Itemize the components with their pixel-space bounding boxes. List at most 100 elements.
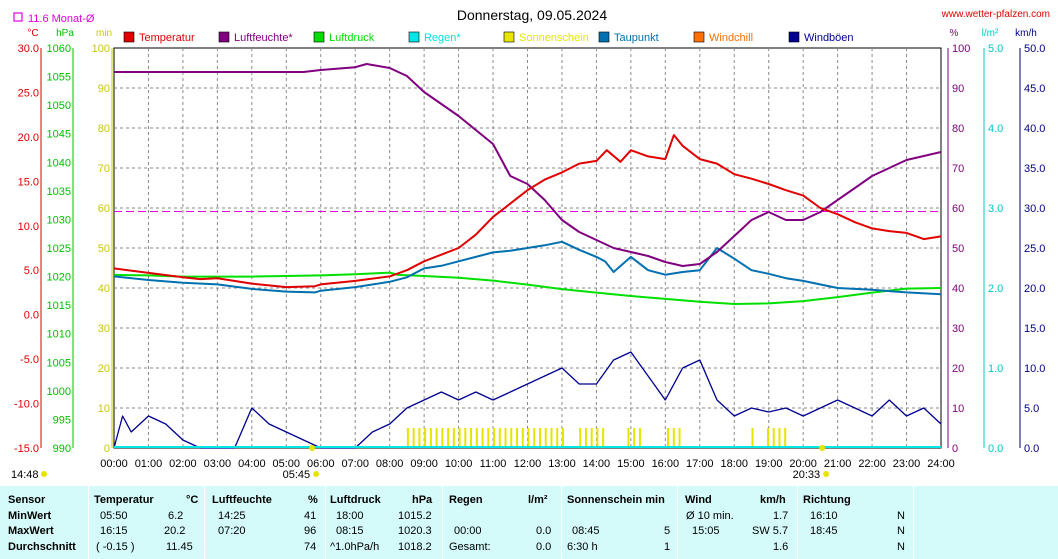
sunshine-bar [590,428,593,448]
sunshine-bar [481,428,484,448]
humidity-axis-tick-label: 20 [952,363,964,375]
sunshine-bar [584,428,587,448]
sunshine-bar [412,428,415,448]
x-tick-label: 23:00 [893,458,921,470]
sunshine-total: 6:30 h [567,541,598,553]
x-tick-label: 21:00 [824,458,852,470]
series-line-pressure [113,271,942,305]
min-wind-value: 1.7 [773,510,789,522]
humidity-axis-tick-label: 50 [952,243,964,255]
sunshine-bar [429,428,432,448]
x-tick-label: 01:00 [135,458,163,470]
sunshine-bar [772,428,775,448]
sunrise-marker [309,445,316,451]
x-tick-label: 17:00 [686,458,714,470]
pressure-axis-tick-label: 1000 [47,386,71,398]
col-header-pressure-unit: hPa [412,494,433,506]
min-direction-time: 16:10 [810,510,838,522]
sunshine-bar [487,428,490,448]
sunshine-bar [556,428,559,448]
sunshine-bar [435,428,438,448]
legend-swatch [788,31,800,43]
sunshine-bar [633,428,636,448]
sunshine-bar [544,428,547,448]
sunshine-bar [784,428,787,448]
sunshine-bar [678,428,681,448]
x-tick-label: 02:00 [169,458,197,470]
min-pressure-time: 18:00 [336,510,364,522]
sunshine-bar [406,428,409,448]
sunshine-bar [766,428,769,448]
humidity-axis-tick-label: 90 [952,83,964,95]
min-direction-value: N [897,510,905,522]
sunshine-bar [533,428,536,448]
avg-pressure-value: 1018.2 [398,541,432,553]
sunshine-bar [596,428,599,448]
col-header-temperature-unit: °C [186,494,199,506]
avg-temp-value: 11.45 [166,541,193,553]
x-tick-label: 12:00 [514,458,542,470]
min-pressure-value: 1015.2 [398,510,432,522]
wind-axis-tick-label: 45.0 [1024,83,1045,95]
pressure-axis-tick-label: 990 [53,443,71,455]
sunshine-bar [672,428,675,448]
sunshine-bar [561,428,564,448]
pressure-axis-tick-label: 1055 [47,72,71,84]
sunshine-bar [504,428,507,448]
legend-swatch [503,31,515,43]
x-tick-label: 20:00 [789,458,817,470]
sunshine-bar [627,428,630,448]
pressure-trend: ^1.0hPa/h [330,541,380,553]
max-wind-time: 15:05 [692,525,720,537]
legend-swatch [408,31,420,43]
pressure-axis-tick-label: 1030 [47,214,71,226]
rain-axis-tick-label: 0.0 [988,443,1003,455]
moon-icon [41,471,47,477]
sunshine-bar [638,428,641,448]
sunshine-axis-tick-label: 100 [92,43,110,55]
max-humidity-value: 96 [304,525,317,537]
sunshine-axis-tick-label: 30 [98,323,110,335]
rain-axis-tick-label: 5.0 [988,43,1003,55]
sunshine-bar [418,428,421,448]
sunshine-bar [527,428,530,448]
sunset-icon [823,471,830,477]
sunshine-bar [521,428,524,448]
humidity-axis-tick-label: 10 [952,403,964,415]
legend-label: Temperatur [139,32,195,44]
avg-sunshine-value: 1 [664,541,671,553]
sunrise-label: 05:45 [283,469,311,481]
sunshine-bar [447,428,450,448]
sunshine-bar [452,428,455,448]
summary-table: Sensor Temperatur °C Luftfeuchte % Luftd… [0,486,1058,559]
col-header-rain: Regen [449,494,483,506]
sunshine-axis-tick-label: 60 [98,203,110,215]
col-header-wind: Wind [685,494,712,506]
sunshine-bar [441,428,444,448]
sunshine-bar [516,428,519,448]
x-tick-label: 19:00 [755,458,783,470]
sunshine-axis-tick-label: 10 [98,403,110,415]
avg-wind-value: 1.6 [773,541,789,553]
sunshine-bar [424,428,427,448]
sunset-label: 20:33 [793,469,821,481]
col-header-humidity-unit: % [308,494,318,506]
sunshine-axis-tick-label: 90 [98,83,110,95]
sunshine-bar [458,428,461,448]
col-header-humidity: Luftfeuchte [212,494,272,506]
pressure-axis-tick-label: 1040 [47,157,71,169]
humidity-axis-tick-label: 30 [952,323,964,335]
temperature-axis-tick-label: 5.0 [24,265,39,277]
x-tick-label: 14:00 [583,458,611,470]
legend-swatch [123,31,135,43]
max-temp-time: 16:15 [100,525,128,537]
max-pressure-value: 1020.3 [398,525,432,537]
sunshine-bar [493,428,496,448]
x-tick-label: 10:00 [445,458,473,470]
temperature-axis-tick-label: 20.0 [18,132,39,144]
temperature-axis-tick-label: 30.0 [18,43,39,55]
min-humidity-value: 41 [304,510,317,522]
temperature-axis-tick-label: 0.0 [24,310,39,322]
x-tick-label: 07:00 [341,458,369,470]
